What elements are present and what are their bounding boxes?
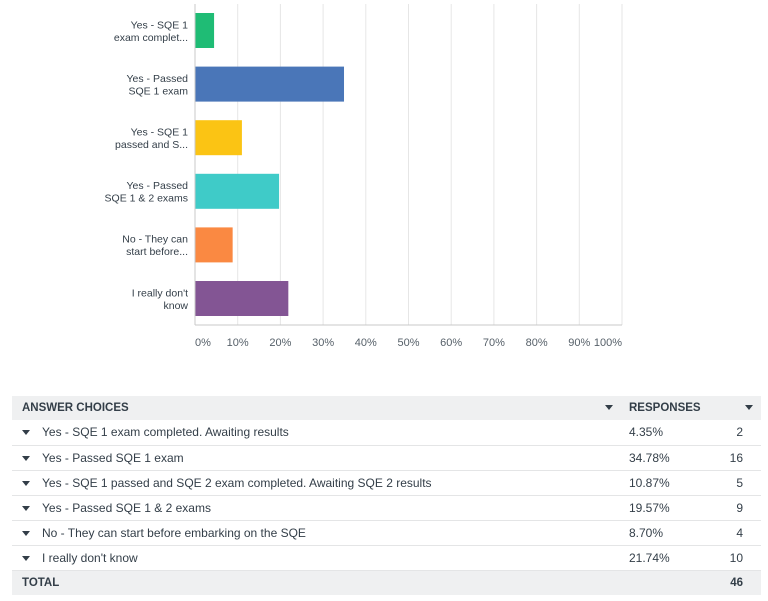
category-label: Yes - Passed <box>127 73 189 85</box>
chart-bar[interactable] <box>195 66 345 102</box>
answer-choice-text: Yes - SQE 1 passed and SQE 2 exam comple… <box>42 475 432 490</box>
answer-choice-cell: Yes - Passed SQE 1 & 2 exams <box>12 495 621 520</box>
answer-choice-text: Yes - Passed SQE 1 & 2 exams <box>42 500 211 515</box>
x-tick-label: 80% <box>526 337 548 349</box>
table-row: Yes - Passed SQE 1 exam 34.78% 16 <box>12 445 761 470</box>
total-count: 46 <box>730 576 743 589</box>
category-label: know <box>163 300 188 312</box>
table-header-row: ANSWER CHOICES RESPONSES <box>12 396 761 420</box>
answer-choice-text: Yes - Passed SQE 1 exam <box>42 450 184 465</box>
answer-choice-cell: Yes - SQE 1 exam completed. Awaiting res… <box>12 420 621 445</box>
response-count: 4 <box>736 525 743 540</box>
category-label: Yes - SQE 1 <box>131 19 189 31</box>
response-count: 9 <box>736 500 743 515</box>
expand-caret-icon[interactable] <box>22 555 30 561</box>
category-label: exam complet... <box>114 32 188 44</box>
x-tick-label: 30% <box>312 337 334 349</box>
response-percent: 10.87% <box>629 475 670 490</box>
chart-bar[interactable] <box>195 13 215 48</box>
answer-choice-text: I really don't know <box>42 550 138 565</box>
x-tick-label: 100% <box>594 337 622 349</box>
answer-choice-cell: Yes - Passed SQE 1 exam <box>12 445 621 470</box>
total-label: TOTAL <box>22 576 60 589</box>
responses-header[interactable]: RESPONSES <box>621 396 761 420</box>
x-tick-label: 50% <box>397 337 419 349</box>
category-label: No - They can <box>122 234 188 246</box>
category-label: start before... <box>126 246 188 258</box>
x-tick-label: 0% <box>195 337 211 349</box>
sort-caret-icon[interactable] <box>605 405 613 410</box>
answer-choice-cell: No - They can start before embarking on … <box>12 520 621 545</box>
expand-caret-icon[interactable] <box>22 530 30 536</box>
x-tick-label: 60% <box>440 337 462 349</box>
category-label: passed and S... <box>115 139 188 151</box>
answer-choice-text: Yes - SQE 1 exam completed. Awaiting res… <box>42 425 289 440</box>
x-tick-label: 90% <box>568 337 590 349</box>
category-label: Yes - SQE 1 <box>131 126 189 138</box>
expand-caret-icon[interactable] <box>22 505 30 511</box>
x-tick-label: 70% <box>483 337 505 349</box>
expand-caret-icon[interactable] <box>22 430 30 435</box>
x-tick-label: 20% <box>269 337 291 349</box>
table-row: Yes - SQE 1 passed and SQE 2 exam comple… <box>12 470 761 495</box>
response-percent: 19.57% <box>629 500 670 515</box>
answer-choices-header-label: ANSWER CHOICES <box>22 402 129 414</box>
table-row: I really don't know 21.74% 10 <box>12 545 761 570</box>
table-row: No - They can start before embarking on … <box>12 520 761 545</box>
answer-choices-header[interactable]: ANSWER CHOICES <box>12 396 621 420</box>
x-tick-label: 10% <box>227 337 249 349</box>
response-count: 2 <box>736 425 743 440</box>
results-table: ANSWER CHOICES RESPONSES Yes - SQE 1 exa… <box>12 396 761 595</box>
table-row: Yes - Passed SQE 1 & 2 exams 19.57% 9 <box>12 495 761 520</box>
chart-bar[interactable] <box>195 120 242 156</box>
response-percent: 4.35% <box>629 425 664 440</box>
category-label: I really don't <box>132 287 188 299</box>
response-count: 5 <box>736 475 743 490</box>
category-label: Yes - Passed <box>127 180 189 192</box>
answer-choice-cell: Yes - SQE 1 passed and SQE 2 exam comple… <box>12 470 621 495</box>
x-tick-label: 40% <box>355 337 377 349</box>
chart-bar[interactable] <box>195 173 280 209</box>
category-label: SQE 1 & 2 exams <box>105 193 188 205</box>
responses-header-label: RESPONSES <box>629 402 701 414</box>
answer-choice-cell: I really don't know <box>12 545 621 570</box>
expand-caret-icon[interactable] <box>22 455 30 461</box>
response-count: 16 <box>729 450 743 465</box>
table-row: Yes - SQE 1 exam completed. Awaiting res… <box>12 420 761 445</box>
sort-caret-icon[interactable] <box>745 405 753 410</box>
answer-choice-text: No - They can start before embarking on … <box>42 525 306 540</box>
response-percent: 8.70% <box>629 525 664 540</box>
expand-caret-icon[interactable] <box>22 480 30 486</box>
response-percent: 21.74% <box>629 550 670 565</box>
category-label: SQE 1 exam <box>128 85 188 97</box>
table-total-row: TOTAL 46 <box>12 570 761 595</box>
response-percent: 34.78% <box>629 450 670 465</box>
chart-bar[interactable] <box>195 281 289 316</box>
response-count: 10 <box>729 550 743 565</box>
chart-bar[interactable] <box>195 227 233 263</box>
